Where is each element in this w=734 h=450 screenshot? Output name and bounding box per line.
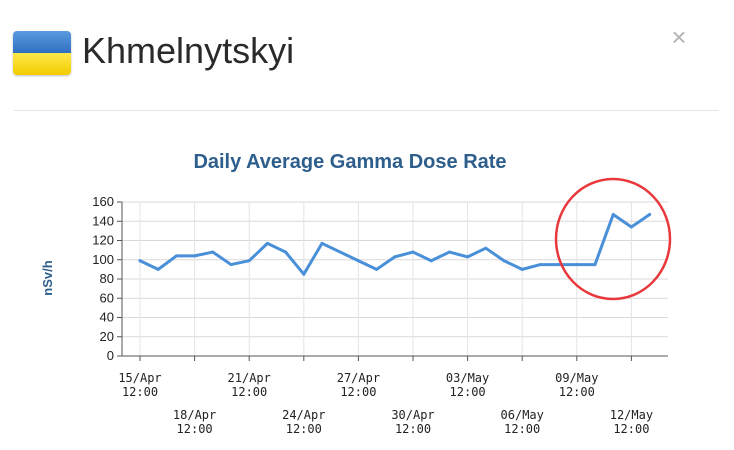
x-tick-label-time: 12:00 [177,422,213,436]
close-icon[interactable]: × [671,22,687,52]
data-point [648,213,652,217]
data-point [356,259,360,263]
x-tick-label-date: 15/Apr [118,371,161,385]
data-point [502,259,506,263]
data-point [375,267,379,271]
data-point [593,263,597,267]
x-tick-label-date: 06/May [501,408,544,422]
x-tick-label-time: 12:00 [504,422,540,436]
data-point [466,255,470,259]
data-point [247,259,251,263]
x-tick-label-time: 12:00 [231,385,267,399]
x-tick-label-time: 12:00 [395,422,431,436]
data-point [320,241,324,245]
y-tick-label: 20 [100,329,114,344]
panel-header: Khmelnytskyi × [0,0,734,110]
chart-title: Daily Average Gamma Dose Rate [193,151,506,173]
data-point [193,254,197,258]
y-tick-label: 60 [100,290,114,305]
x-tick-label-date: 24/Apr [282,408,325,422]
highlight-circle [554,177,672,301]
data-point [447,250,451,254]
data-point [265,241,269,245]
x-tick-label-time: 12:00 [559,385,595,399]
x-tick-label-date: 18/Apr [173,408,216,422]
y-tick-label: 120 [92,233,114,248]
x-tick-label-date: 12/May [610,408,653,422]
data-point [611,213,615,217]
x-tick-label-time: 12:00 [286,422,322,436]
data-point [229,263,233,267]
data-point [211,250,215,254]
x-tick-label-time: 12:00 [340,385,376,399]
x-tick-label-time: 12:00 [122,385,158,399]
y-tick-label: 140 [92,213,114,228]
x-tick-label-date: 30/Apr [391,408,434,422]
x-tick-label-date: 27/Apr [337,371,380,385]
data-point [429,259,433,263]
data-point [156,267,160,271]
data-point [411,250,415,254]
y-tick-label: 160 [92,194,114,209]
x-tick-label-time: 12:00 [613,422,649,436]
data-point [629,225,633,229]
data-point [174,254,178,258]
x-tick-label-time: 12:00 [450,385,486,399]
data-point [575,263,579,267]
x-tick-label-date: 21/Apr [228,371,271,385]
y-tick-label: 100 [92,252,114,267]
data-point [138,259,142,263]
y-tick-label: 40 [100,310,114,325]
y-axis-label: nSv/h [40,260,55,295]
dose-rate-series-line [138,213,652,276]
header-divider [14,110,719,111]
station-title: Khmelnytskyi [82,30,295,71]
data-point [538,263,542,267]
data-point [284,250,288,254]
data-point [520,267,524,271]
y-tick-label: 0 [107,348,114,363]
data-point [393,255,397,259]
y-tick-label: 80 [100,271,114,286]
data-point [484,246,488,250]
data-point [338,250,342,254]
x-tick-label-date: 03/May [446,371,489,385]
data-point [557,263,561,267]
ukraine-flag-icon [13,31,71,75]
x-tick-label-date: 09/May [555,371,598,385]
data-point [302,272,306,276]
